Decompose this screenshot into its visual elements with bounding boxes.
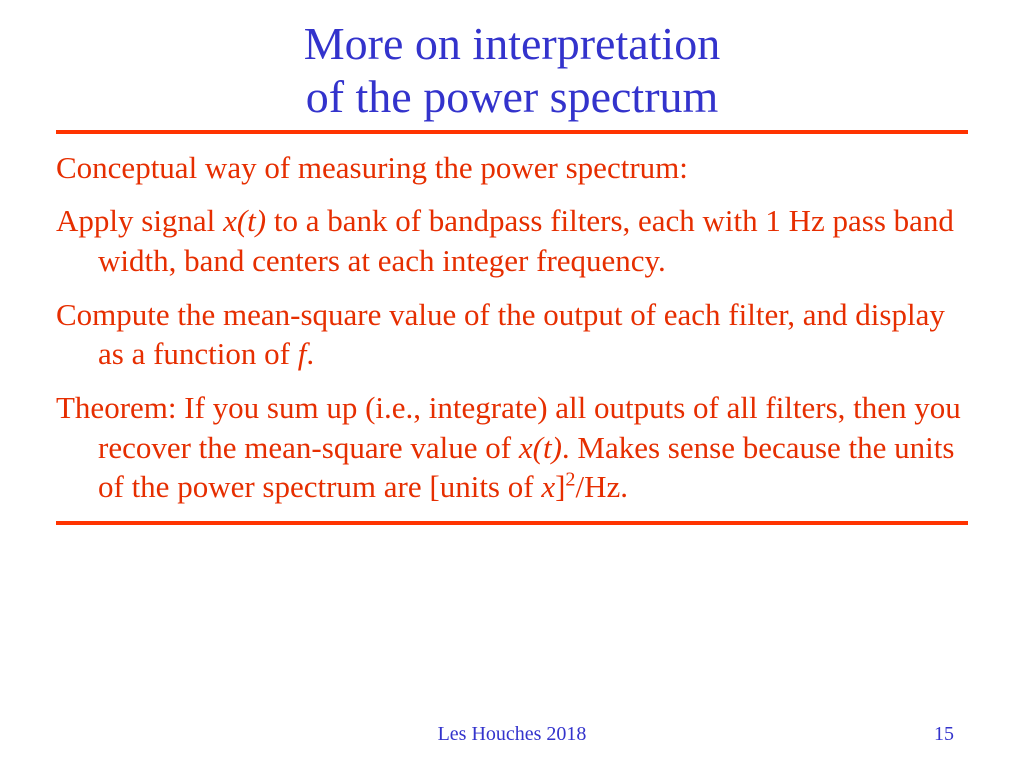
p3-text-a: Compute the mean-square value of the out…	[56, 297, 945, 372]
p4-var-x: x	[541, 469, 555, 504]
divider-top	[56, 130, 968, 134]
paragraph-2: Apply signal x(t) to a bank of bandpass …	[56, 201, 968, 280]
slide: More on interpretation of the power spec…	[0, 0, 1024, 768]
body-text: Conceptual way of measuring the power sp…	[56, 148, 968, 507]
p3-text-b: .	[306, 336, 314, 371]
paragraph-1: Conceptual way of measuring the power sp…	[56, 148, 968, 188]
p4-text-d: /Hz.	[576, 469, 629, 504]
divider-bottom	[56, 521, 968, 525]
paragraph-4: Theorem: If you sum up (i.e., integrate)…	[56, 388, 968, 507]
title-line-2: of the power spectrum	[306, 71, 719, 122]
page-number: 15	[934, 723, 954, 746]
p4-signal-xt: x(t)	[519, 430, 562, 465]
title-line-1: More on interpretation	[304, 18, 720, 69]
p2-text-a: Apply signal	[56, 203, 223, 238]
slide-title: More on interpretation of the power spec…	[56, 18, 968, 124]
paragraph-3: Compute the mean-square value of the out…	[56, 295, 968, 374]
p4-superscript-2: 2	[565, 469, 575, 491]
p1-text: Conceptual way of measuring the power sp…	[56, 150, 688, 185]
p2-signal-xt: x(t)	[223, 203, 266, 238]
p4-text-c: ]	[555, 469, 565, 504]
footer-text: Les Houches 2018	[0, 723, 1024, 746]
